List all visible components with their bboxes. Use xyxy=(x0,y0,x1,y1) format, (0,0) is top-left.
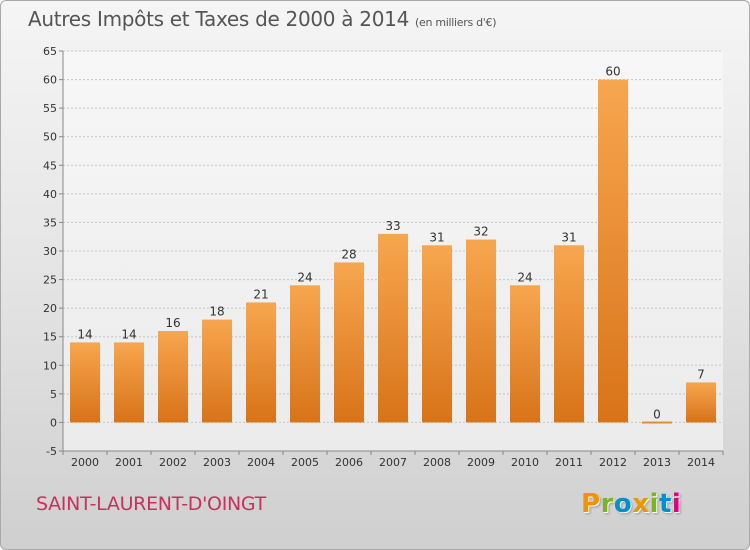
bar-2013 xyxy=(642,421,672,424)
y-tick-label: 60 xyxy=(43,74,57,87)
x-tick-label: 2007 xyxy=(379,456,407,469)
x-tick-label: 2006 xyxy=(335,456,363,469)
logo-letter: r xyxy=(600,489,614,519)
bar-value-label: 0 xyxy=(653,407,661,421)
bar-2010 xyxy=(510,285,540,423)
x-tick-label: 2009 xyxy=(467,456,495,469)
x-tick-label: 2001 xyxy=(115,456,143,469)
bar-2000 xyxy=(70,342,100,423)
x-tick-label: 2010 xyxy=(511,456,539,469)
bar-value-label: 21 xyxy=(253,287,268,301)
y-tick-label: 45 xyxy=(43,159,57,172)
bar-value-label: 7 xyxy=(697,367,705,381)
bar-value-label: 24 xyxy=(297,270,312,284)
bar-2002 xyxy=(158,331,188,423)
y-tick-label: -5 xyxy=(46,445,57,458)
y-tick-label: 30 xyxy=(43,245,57,258)
bar-value-label: 18 xyxy=(209,305,224,319)
bar-2006 xyxy=(334,262,364,423)
bar-value-label: 14 xyxy=(121,327,136,341)
logo-letter: i xyxy=(671,489,682,519)
bar-value-label: 32 xyxy=(473,225,488,239)
bar-2009 xyxy=(466,239,496,423)
proxiti-logo: Proxiti xyxy=(581,489,681,519)
x-tick-label: 2005 xyxy=(291,456,319,469)
y-tick-label: 40 xyxy=(43,188,57,201)
x-tick-label: 2004 xyxy=(247,456,275,469)
bar-value-label: 31 xyxy=(429,230,444,244)
bar-value-label: 24 xyxy=(517,270,532,284)
bar-value-label: 28 xyxy=(341,247,356,261)
y-tick-label: 10 xyxy=(43,359,57,372)
bar-value-label: 31 xyxy=(561,230,576,244)
x-tick-label: 2013 xyxy=(643,456,671,469)
bar-value-label: 14 xyxy=(77,327,92,341)
y-tick-label: 50 xyxy=(43,131,57,144)
bar-value-label: 16 xyxy=(165,316,180,330)
y-tick-label: 0 xyxy=(50,416,57,429)
x-tick-label: 2012 xyxy=(599,456,627,469)
y-tick-label: 15 xyxy=(43,331,57,344)
x-tick-label: 2000 xyxy=(71,456,99,469)
bar-2005 xyxy=(290,285,320,423)
bar-2004 xyxy=(246,302,276,423)
bar-value-label: 60 xyxy=(605,65,620,79)
logo-letter: x xyxy=(632,489,650,519)
y-tick-label: 20 xyxy=(43,302,57,315)
chart-unit: (en milliers d'€) xyxy=(415,16,497,29)
x-tick-label: 2014 xyxy=(687,456,715,469)
bar-2011 xyxy=(554,245,584,423)
commune-name: SAINT-LAURENT-D'OINGT xyxy=(36,493,266,515)
bar-2012 xyxy=(598,79,628,423)
x-tick-label: 2003 xyxy=(203,456,231,469)
bar-2001 xyxy=(114,342,144,423)
bar-2008 xyxy=(422,245,452,423)
logo-letter: P xyxy=(581,489,601,519)
x-tick-label: 2011 xyxy=(555,456,583,469)
x-tick-label: 2002 xyxy=(159,456,187,469)
chart-title-text: Autres Impôts et Taxes de 2000 à 2014 xyxy=(28,7,409,31)
logo-letter: o xyxy=(613,489,633,519)
logo-letter: t xyxy=(658,489,672,519)
chart-title: Autres Impôts et Taxes de 2000 à 2014 (en… xyxy=(28,7,496,31)
bar-2007 xyxy=(378,233,408,423)
bar-2014 xyxy=(686,382,716,423)
y-tick-label: 5 xyxy=(50,388,57,401)
x-tick-label: 2008 xyxy=(423,456,451,469)
logo-letter: i xyxy=(649,489,659,519)
y-tick-label: 25 xyxy=(43,274,57,287)
y-tick-label: 35 xyxy=(43,216,57,229)
bar-2003 xyxy=(202,319,232,423)
bar-value-label: 33 xyxy=(385,219,400,233)
y-tick-label: 65 xyxy=(43,45,57,58)
y-tick-label: 55 xyxy=(43,102,57,115)
